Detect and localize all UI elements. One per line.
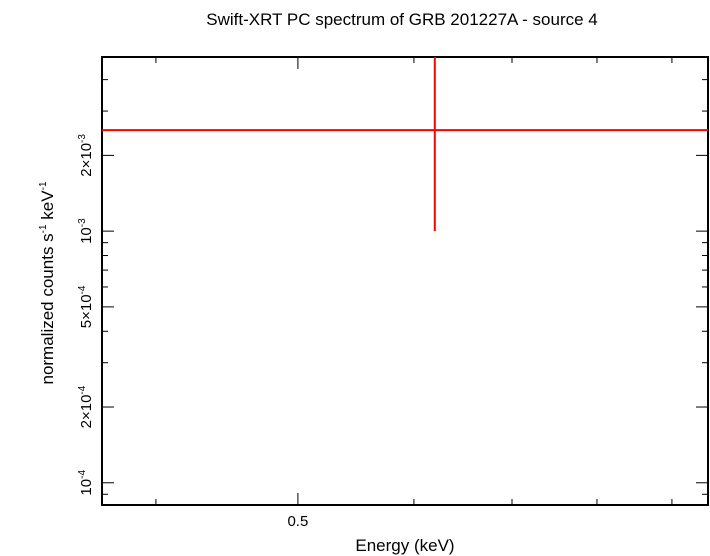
plot-frame (101, 56, 709, 506)
plot-area: 0.5 10-4 2×10-4 5×10-4 10-3 2×10-3 (77, 56, 709, 530)
y-axis-label: normalized counts s-1 keV-1 (38, 181, 57, 384)
y-tick-label: 10-4 (77, 470, 95, 496)
y-tick-label: 10-3 (77, 218, 95, 244)
x-axis-label: Energy (keV) (355, 536, 454, 555)
y-tick-label: 5×10-4 (77, 285, 95, 328)
y-tick-label: 2×10-3 (77, 134, 95, 177)
y-tick-label: 2×10-4 (77, 385, 95, 428)
chart-title: Swift-XRT PC spectrum of GRB 201227A - s… (206, 10, 597, 29)
x-tick-label: 0.5 (287, 513, 308, 530)
